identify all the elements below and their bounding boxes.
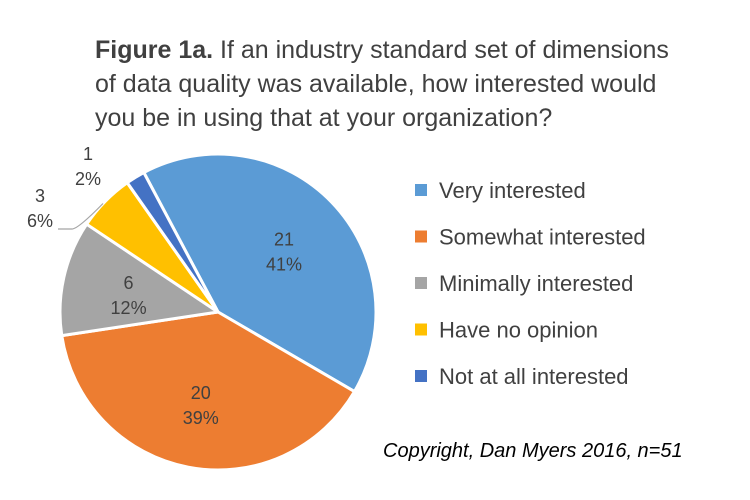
data-label-not-at-all-interested: 1 2% [75, 144, 101, 189]
data-labels: 21 41%20 39%6 12%3 6%1 2% [27, 144, 302, 428]
data-label-percent: 39% [183, 408, 219, 428]
legend-label-somewhat-interested: Somewhat interested [439, 225, 646, 250]
legend-label-not-at-all-interested: Not at all interested [439, 364, 629, 389]
data-label-value: 20 [191, 383, 211, 403]
data-label-very-interested: 21 41% [266, 229, 302, 274]
data-label-percent: 6% [27, 211, 53, 231]
data-label-value: 1 [83, 144, 93, 164]
legend-label-minimally-interested: Minimally interested [439, 271, 633, 296]
pie-slice-minimally-interested [58, 222, 220, 338]
data-label-somewhat-interested: 20 39% [183, 383, 219, 428]
pie-slice-somewhat-interested [60, 310, 357, 472]
data-label-percent: 12% [111, 298, 147, 318]
legend: Very interested Somewhat interested Minima… [415, 178, 646, 389]
legend-swatch-have-no-opinion [415, 323, 427, 336]
leader-line-have-no-opinion [58, 203, 104, 230]
data-label-minimally-interested: 6 12% [111, 273, 147, 318]
legend-swatch-minimally-interested [415, 277, 427, 289]
title-line-2: of data quality was available, how inter… [95, 70, 656, 98]
title-prefix: Figure 1a. [95, 36, 213, 64]
data-label-value: 3 [35, 186, 45, 206]
legend-swatch-very-interested [415, 184, 427, 196]
pie-slices [58, 152, 378, 472]
data-label-have-no-opinion: 3 6% [27, 186, 53, 231]
pie-slice-very-interested [142, 152, 378, 394]
legend-label-very-interested: Very interested [439, 178, 586, 203]
title-line-3: you be in using that at your organizatio… [95, 104, 552, 132]
data-label-value: 6 [124, 273, 134, 293]
chart-title: Figure 1a. If an industry standard set o… [95, 36, 676, 132]
legend-swatch-not-at-all-interested [415, 370, 427, 382]
copyright-footnote: Copyright, Dan Myers 2016, n=51 [383, 440, 683, 462]
legend-label-have-no-opinion: Have no opinion [439, 318, 598, 343]
legend-swatch-somewhat-interested [415, 230, 427, 243]
data-label-value: 21 [274, 229, 294, 249]
data-label-percent: 41% [266, 254, 302, 274]
title-line-1: If an industry standard set of dimension… [213, 36, 669, 64]
data-label-percent: 2% [75, 169, 101, 189]
pie-slice-not-at-all-interested [125, 170, 220, 314]
